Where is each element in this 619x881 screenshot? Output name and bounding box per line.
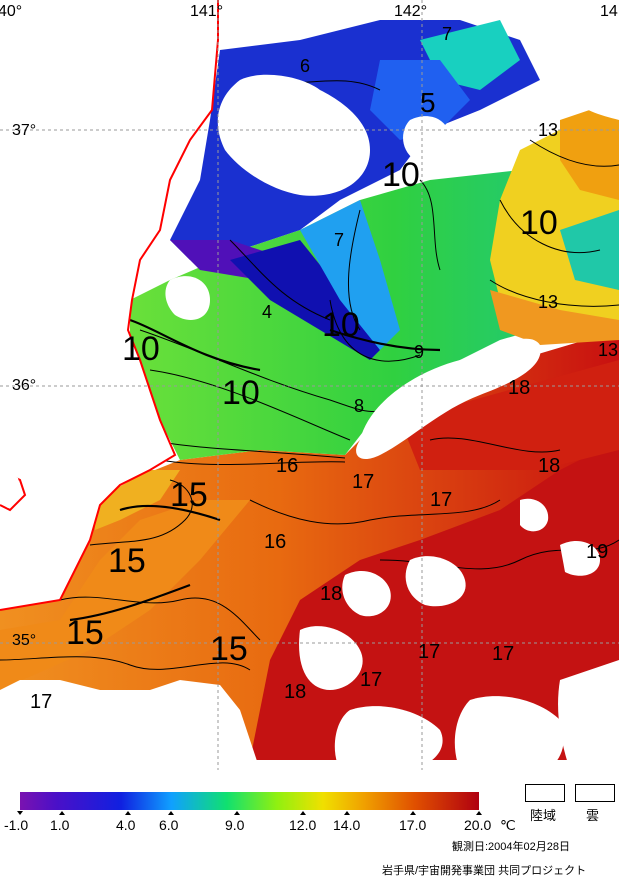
- cloud-legend-label: 雲: [586, 808, 600, 823]
- contour-label: 5: [420, 87, 436, 118]
- contour-label: 8: [354, 396, 364, 416]
- contour-label: 18: [538, 455, 560, 477]
- contour-label: 17: [430, 489, 452, 511]
- color-scale-ticks: [17, 811, 482, 815]
- lat-label: 37°: [12, 122, 36, 139]
- contour-label: 18: [320, 583, 342, 605]
- cloud-legend-swatch: [575, 784, 615, 802]
- scale-tick-label: 12.0: [289, 817, 316, 833]
- contour-label: 15: [210, 630, 248, 668]
- contour-label: 13: [598, 340, 618, 360]
- contour-label: 7: [334, 230, 344, 250]
- contour-label: 17: [418, 641, 440, 663]
- scale-tick-label: 14.0: [333, 817, 360, 833]
- lon-label: 40°: [0, 3, 22, 20]
- lat-label: 35°: [12, 632, 36, 649]
- contour-label: 4: [262, 302, 272, 322]
- scale-tick-label: 20.0: [464, 817, 491, 833]
- contour-label: 15: [66, 614, 104, 652]
- contour-label: 6: [300, 56, 310, 76]
- contour-label: 15: [170, 476, 208, 514]
- contour-label: 17: [352, 471, 374, 493]
- contour-label: 18: [284, 681, 306, 703]
- scale-tick-label: 6.0: [159, 817, 179, 833]
- coastline: [0, 0, 219, 611]
- contour-label: 7: [442, 24, 452, 44]
- contour-label: 13: [538, 292, 558, 312]
- contour-label: 10: [520, 204, 558, 242]
- lon-label: 142°: [394, 3, 427, 20]
- contour-label: 18: [508, 377, 530, 399]
- scale-tick-label: 4.0: [116, 817, 136, 833]
- project-credit: 岩手県/宇宙開発事業団 共同プロジェクト: [382, 865, 587, 877]
- contour-label: 17: [492, 643, 514, 665]
- scale-tick-label: -1.0: [4, 817, 28, 833]
- land-legend-label: 陸域: [530, 808, 557, 823]
- lat-label: 36°: [12, 377, 36, 394]
- contour-label: 19: [586, 541, 608, 563]
- contour-labels: 6 7 5 10 13 10 13 7 4 10 9 13 10 10 8 18…: [30, 24, 618, 713]
- contour-label: 17: [360, 669, 382, 691]
- scale-tick-label: 1.0: [50, 817, 70, 833]
- contour-label: 10: [122, 330, 160, 368]
- contour-label: 16: [264, 531, 286, 553]
- contour-label: 10: [322, 306, 360, 344]
- contour-label: 9: [414, 342, 424, 362]
- land-mass: [0, 0, 220, 610]
- contour-label: 10: [382, 156, 420, 194]
- observation-date: 観測日:2004年02月28日: [452, 841, 570, 853]
- scale-unit: ℃: [500, 817, 516, 833]
- land-legend-swatch: [525, 784, 565, 802]
- contour-label: 17: [30, 691, 52, 713]
- lon-label: 14: [600, 3, 618, 20]
- color-scale-bar: [20, 792, 479, 810]
- scale-tick-label: 9.0: [225, 817, 245, 833]
- graticule: [0, 0, 619, 770]
- contour-label: 16: [276, 455, 298, 477]
- color-scale-labels: -1.0 1.0 4.0 6.0 9.0 12.0 14.0 17.0 20.0…: [4, 817, 516, 833]
- contour-label: 10: [222, 374, 260, 412]
- contour-label: 15: [108, 542, 146, 580]
- contour-label: 13: [538, 120, 558, 140]
- lon-label: 141°: [190, 3, 223, 20]
- scale-tick-label: 17.0: [399, 817, 426, 833]
